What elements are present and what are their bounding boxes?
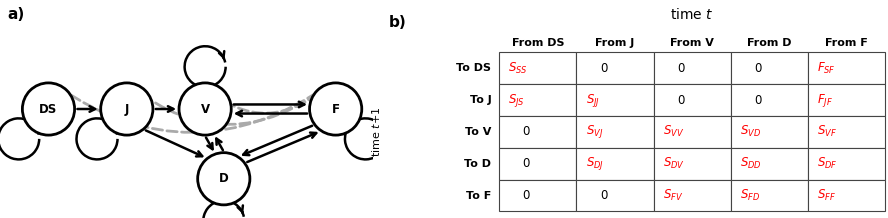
Bar [499,148,576,180]
Text: 0: 0 [599,62,607,75]
Text: From J: From J [595,38,635,48]
Text: time $t$+1: time $t$+1 [369,107,382,157]
Bar [808,84,885,116]
Text: time $t$: time $t$ [670,7,714,22]
Text: $S_{DJ}$: $S_{DJ}$ [586,155,604,172]
Bar [576,84,654,116]
Bar [499,180,576,211]
Text: 0: 0 [522,157,530,170]
Text: $S_{VJ}$: $S_{VJ}$ [586,123,603,140]
Text: D: D [219,172,228,185]
Bar [731,180,808,211]
Bar [654,148,731,180]
Bar [499,116,576,148]
Text: $S_{JS}$: $S_{JS}$ [509,92,526,109]
Text: 0: 0 [599,189,607,202]
Text: To V: To V [465,127,491,137]
Text: $S_{FD}$: $S_{FD}$ [741,188,760,203]
Bar [808,148,885,180]
Bar [576,52,654,84]
Bar [731,84,808,116]
Ellipse shape [198,153,250,205]
Bar [731,148,808,180]
Bar [808,180,885,211]
Text: b): b) [388,15,406,30]
Text: $S_{JJ}$: $S_{JJ}$ [586,92,599,109]
Ellipse shape [310,83,361,135]
Text: V: V [201,102,210,116]
Bar [499,84,576,116]
Text: 0: 0 [754,94,762,107]
Bar [499,52,576,84]
Text: $S_{FV}$: $S_{FV}$ [663,188,683,203]
Text: To D: To D [464,159,491,169]
Ellipse shape [100,83,153,135]
Text: From V: From V [670,38,714,48]
Text: 0: 0 [522,189,530,202]
Text: To J: To J [470,95,491,105]
Text: a): a) [7,7,25,22]
Text: $S_{VD}$: $S_{VD}$ [741,124,761,140]
Ellipse shape [179,83,231,135]
Text: 0: 0 [522,125,530,138]
Bar [731,52,808,84]
Text: $S_{DF}$: $S_{DF}$ [818,156,838,171]
Text: $F_{JF}$: $F_{JF}$ [818,92,834,109]
Bar [576,116,654,148]
Text: F: F [331,102,340,116]
Bar [654,52,731,84]
Bar [654,180,731,211]
Text: DS: DS [39,102,58,116]
Text: 0: 0 [754,62,762,75]
Text: J: J [124,102,129,116]
Text: $S_{FF}$: $S_{FF}$ [818,188,836,203]
Text: $S_{DD}$: $S_{DD}$ [741,156,762,171]
Text: From F: From F [826,38,868,48]
Bar [731,116,808,148]
Bar [808,116,885,148]
Bar [576,148,654,180]
Text: $S_{VF}$: $S_{VF}$ [818,124,837,140]
Text: To F: To F [466,191,491,201]
Bar [654,84,731,116]
Text: 0: 0 [677,62,685,75]
Text: $F_{SF}$: $F_{SF}$ [818,61,836,76]
Ellipse shape [22,83,75,135]
Bar [808,52,885,84]
Text: $S_{VV}$: $S_{VV}$ [663,124,684,140]
Text: $S_{SS}$: $S_{SS}$ [509,61,528,76]
Text: From D: From D [748,38,792,48]
Text: From DS: From DS [511,38,564,48]
Bar [576,180,654,211]
Bar [654,116,731,148]
Text: 0: 0 [677,94,685,107]
Text: To DS: To DS [456,63,491,73]
Text: $S_{DV}$: $S_{DV}$ [663,156,685,171]
